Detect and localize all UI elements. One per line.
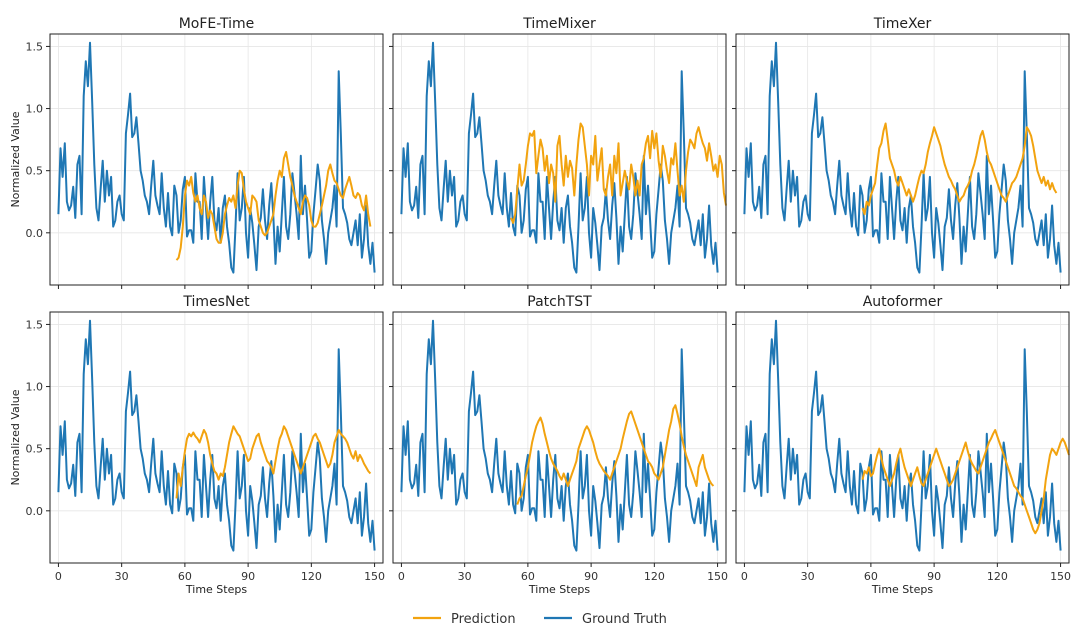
x-axis-label: Time Steps (185, 583, 247, 596)
legend: Prediction Ground Truth (413, 612, 667, 627)
x-tick-label: 90 (241, 570, 255, 583)
y-tick-label: 1.0 (26, 381, 44, 394)
y-tick-label: 1.0 (26, 103, 44, 116)
x-tick-label: 60 (521, 570, 535, 583)
axes-frame (49, 33, 384, 286)
ground-truth-line (400, 319, 719, 552)
axes-frame (735, 33, 1070, 286)
subplot-title: PatchTST (527, 294, 592, 310)
x-tick-label: 150 (364, 570, 385, 583)
subplot-mofe-time: MoFE-Time 0.0 0.5 1.0 1.5 Normalized Value (9, 16, 384, 289)
ground-truth-line (57, 319, 376, 552)
x-tick-label: 30 (458, 570, 472, 583)
x-tick-label: 150 (1050, 570, 1071, 583)
prediction-line (861, 429, 1070, 535)
y-axis-label: Normalized Value (9, 389, 22, 485)
axes-frame (392, 33, 727, 286)
prediction-line (175, 425, 372, 499)
subplot-patchtst: PatchTST 0 30 60 90 120 150 Time Steps (389, 294, 728, 596)
axes-frame (49, 311, 384, 564)
axes-frame (735, 311, 1070, 564)
ground-truth-line (743, 41, 1062, 274)
y-axis-label: Normalized Value (9, 111, 22, 207)
x-tick-label: 0 (398, 570, 405, 583)
x-tick-label: 120 (301, 570, 322, 583)
x-tick-label: 0 (741, 570, 748, 583)
y-tick-label: 1.5 (26, 40, 44, 53)
legend-label: Ground Truth (582, 612, 667, 627)
x-axis-label: Time Steps (528, 583, 590, 596)
x-tick-label: 30 (801, 570, 815, 583)
x-tick-label: 90 (927, 570, 941, 583)
subplot-timemixer: TimeMixer (389, 16, 727, 289)
ground-truth-line (57, 41, 376, 274)
prediction-line (510, 122, 727, 224)
subplot-title: TimesNet (182, 294, 250, 310)
subplot-autoformer: Autoformer 0 30 60 90 120 150 Time Steps (732, 294, 1071, 596)
x-tick-label: 60 (864, 570, 878, 583)
x-tick-label: 30 (115, 570, 129, 583)
subplot-title: TimeXer (873, 16, 932, 32)
legend-label: Prediction (451, 612, 516, 627)
x-axis-label: Time Steps (871, 583, 933, 596)
subplot-timesnet: TimesNet 0 30 60 90 120 150 0.0 0.5 1.0 1.5 Time St… (9, 294, 385, 596)
y-tick-label: 0.5 (26, 165, 44, 178)
subplot-title: TimeMixer (522, 16, 596, 32)
subplot-title: MoFE-Time (179, 16, 255, 32)
y-tick-label: 0.5 (26, 443, 44, 456)
y-tick-label: 0.0 (26, 505, 44, 518)
x-tick-label: 120 (644, 570, 665, 583)
x-tick-label: 60 (178, 570, 192, 583)
prediction-line (175, 151, 372, 261)
prediction-line (516, 404, 715, 505)
subplot-timexer: TimeXer (732, 16, 1070, 289)
axes-frame (392, 311, 727, 564)
x-tick-label: 150 (707, 570, 728, 583)
y-tick-label: 1.5 (26, 318, 44, 331)
x-tick-label: 90 (584, 570, 598, 583)
ground-truth-line (400, 41, 719, 274)
subplot-title: Autoformer (863, 294, 943, 310)
x-tick-label: 0 (55, 570, 62, 583)
ground-truth-line (743, 319, 1062, 552)
x-tick-label: 120 (987, 570, 1008, 583)
prediction-line (861, 122, 1058, 216)
y-tick-label: 0.0 (26, 227, 44, 240)
